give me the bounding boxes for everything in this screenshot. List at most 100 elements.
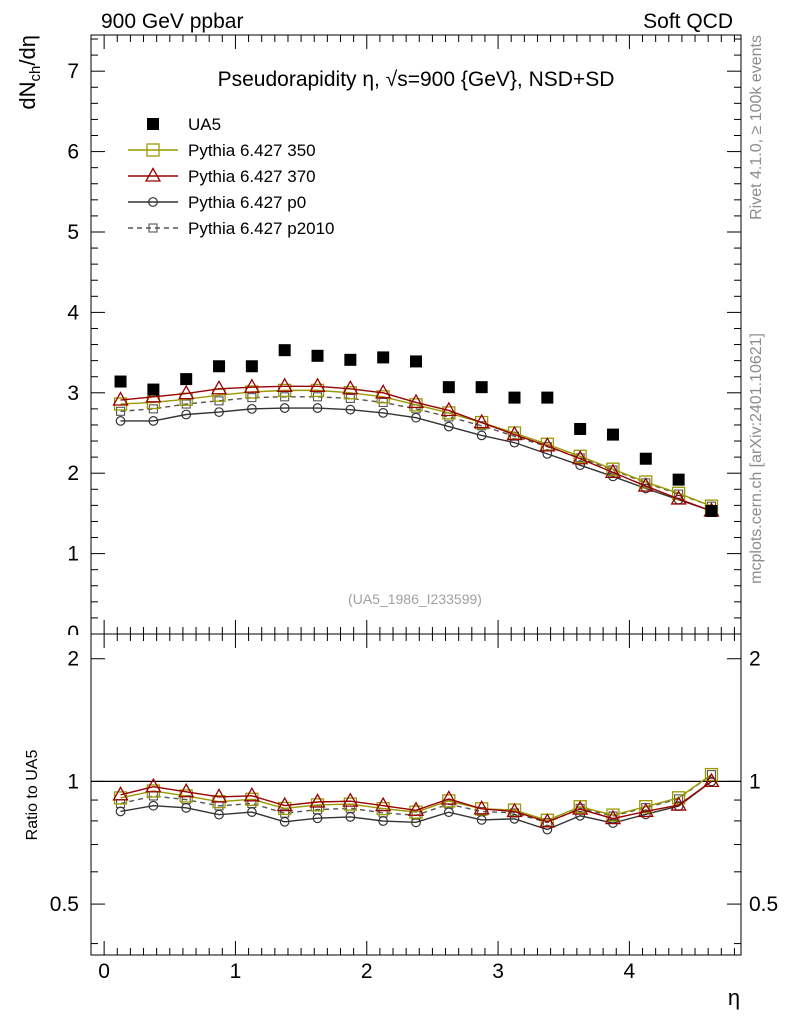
main-y-tick-label: 2 [67,462,79,485]
series-point-p0 [246,403,257,414]
series-point-370 [178,384,195,400]
data-point-ua5 [344,353,357,366]
series-point-370 [276,377,293,393]
main-y-tick-label: 4 [67,301,79,324]
ratio-point-370 [342,792,359,807]
ratio-point-370 [670,796,687,811]
series-point-370 [440,401,457,417]
ratio-point-350 [606,808,620,822]
data-point-ua5 [574,422,587,435]
series-point-p0 [542,448,553,459]
ratio-point-p0 [312,813,323,824]
ratio-point-p0 [115,806,126,817]
x-tick-label: 2 [361,960,373,983]
ratio-point-350 [409,805,423,819]
ratio-point-p0 [640,809,651,820]
x-tick-label: 0 [98,960,110,983]
series-point-370 [342,379,359,395]
legend-label: Pythia 6.427 350 [188,141,316,160]
series-point-370 [572,449,589,465]
legend-marker [148,197,158,207]
series-point-370 [670,490,687,505]
legend: UA5 Pythia 6.427 350 Pythia 6.427 370 Pythi… [128,115,335,238]
ratio-panel-frame [90,633,742,956]
ratio-line-370 [120,780,712,823]
series-point-p0 [476,430,487,441]
ratio-point-p0 [214,809,224,820]
series-line-370 [120,385,712,512]
side-label-rivet: Rivet 4.1.0, ≥ 100k events [748,35,765,220]
ratio-point-350 [671,791,686,805]
legend-label: UA5 [188,115,221,134]
ratio-point-370 [440,790,457,805]
ratio-point-p0 [181,802,192,813]
ratio-point-p0 [476,814,487,825]
ratio-point-370 [637,802,654,818]
ratio-point-p0 [246,807,257,817]
legend-marker [147,118,159,130]
series-point-p0 [148,416,159,426]
legend-marker [148,223,158,233]
series-point-p0 [279,403,290,413]
main-panel: 1 2 3 4 5 6 7 0 dNch/dη Pseudorapidity η, √s=90… [15,34,742,660]
ratio-point-370 [276,796,293,812]
chart-title: Pseudorapidity η, √s=900 {GeV}, NSD+SD [218,68,615,91]
ratio-y-label: Ratio to UA5 [24,750,41,841]
data-point-ua5 [311,349,324,362]
series-point-p0 [443,421,454,432]
series-line-p0 [120,407,712,512]
series-point-370 [243,378,260,393]
ratio-point-350 [639,800,653,814]
data-point-ua5 [541,391,554,404]
ratio-point-370 [210,788,228,803]
series-point-370 [539,437,556,452]
ratio-y-tick-label: 2 [67,648,79,671]
data-point-ua5 [278,344,291,357]
header-right: Soft QCD [643,10,733,33]
ratio-point-p0 [542,824,553,835]
watermark-label: (UA5_1986_I233599) [348,591,482,607]
main-y-tick-label: 1 [67,543,79,566]
ratio-point-p2010 [706,770,717,780]
data-point-ua5 [705,504,718,517]
series-point-p0 [312,403,323,413]
series-point-p0 [181,409,192,420]
series-point-p2010 [181,399,191,409]
series-point-370 [375,383,392,399]
series-point-370 [309,377,326,393]
main-y-tick-label-zero: 0 [67,622,79,645]
data-point-ua5 [377,351,390,364]
main-series-layer [112,344,720,517]
series-point-p0 [115,416,126,426]
legend-marker [146,143,160,157]
ratio-point-370 [572,800,589,815]
ratio-point-p0 [443,807,454,818]
ratio-point-370 [375,796,392,812]
data-point-ua5 [606,428,619,441]
ratio-point-370 [309,793,326,808]
main-y-tick-label: 6 [67,141,79,164]
ratio-point-370 [145,777,162,793]
ratio-point-p0 [575,810,586,821]
series-line-350 [120,389,712,507]
main-axis-ticks: 1 2 3 4 5 6 7 0 [20,35,741,660]
data-point-ua5 [508,391,521,404]
series-point-370 [112,391,129,406]
series-point-350 [639,475,653,489]
main-y-tick-label: 3 [67,382,79,405]
series-point-p0 [345,404,356,415]
ratio-series-layer [112,767,720,835]
data-point-ua5 [245,360,258,373]
ratio-point-370 [539,812,556,828]
data-point-ua5 [114,375,127,388]
series-point-370 [604,463,622,479]
legend-label: Pythia 6.427 370 [188,167,316,186]
x-axis-label: η [728,985,740,1010]
series-point-350 [475,415,489,430]
series-point-p2010 [115,406,126,416]
main-y-label: dNch/dη [15,35,44,110]
ratio-point-370 [112,786,129,801]
series-point-p0 [214,407,224,417]
data-point-ua5 [672,473,685,486]
